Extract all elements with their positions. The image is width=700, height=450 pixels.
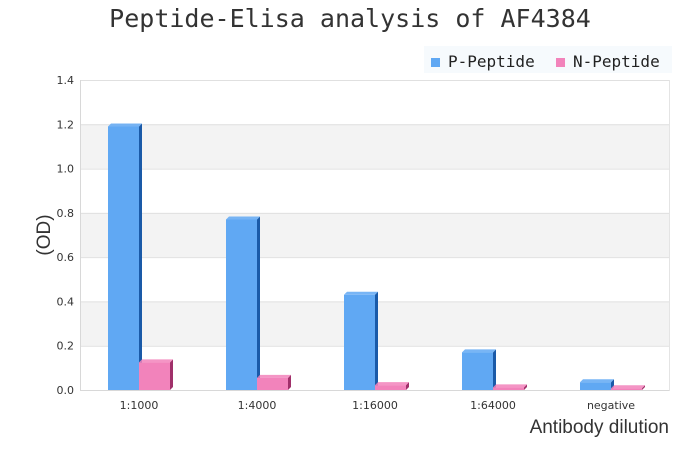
legend-swatch-p-peptide xyxy=(431,58,440,67)
bar-top xyxy=(375,382,409,386)
bar-front xyxy=(344,294,375,390)
bar-top xyxy=(257,374,291,378)
grid-band xyxy=(80,124,670,169)
y-tick-label: 0.8 xyxy=(57,207,75,220)
bar-n-peptide-1:16000 xyxy=(375,382,409,390)
bar-side xyxy=(288,374,291,390)
bar-side xyxy=(642,385,645,390)
bar-n-peptide-1:4000 xyxy=(257,374,291,390)
x-tick-label: 1:4000 xyxy=(238,399,277,412)
bar-p-peptide-1:64000 xyxy=(462,349,496,390)
bar-front xyxy=(462,352,493,390)
bar-side xyxy=(375,291,378,390)
bar-top xyxy=(226,216,260,220)
x-tick-label: 1:16000 xyxy=(352,399,398,412)
bar-p-peptide-1:1000 xyxy=(108,123,142,390)
y-tick-label: 0.4 xyxy=(57,295,75,308)
bar-top xyxy=(344,291,378,295)
bar-top xyxy=(493,384,527,388)
bar-p-peptide-1:16000 xyxy=(344,291,378,390)
y-tick-label: 0.0 xyxy=(57,384,75,397)
bar-top xyxy=(462,349,496,353)
bar-p-peptide-negative xyxy=(580,379,614,390)
bar-side xyxy=(257,216,260,390)
bar-front xyxy=(611,388,642,390)
bar-front xyxy=(493,387,524,390)
x-tick-label: 1:64000 xyxy=(470,399,516,412)
x-tick-label: negative xyxy=(587,399,635,412)
x-tick-label: 1:1000 xyxy=(120,399,159,412)
chart-title: Peptide-Elisa analysis of AF4384 xyxy=(109,4,591,33)
legend: P-Peptide N-Peptide xyxy=(424,46,672,73)
bar-n-peptide-1:1000 xyxy=(139,359,173,390)
bar-front xyxy=(226,219,257,390)
bar-top xyxy=(580,379,614,383)
bar-top xyxy=(139,359,173,363)
bar-n-peptide-negative xyxy=(611,385,645,390)
bar-side xyxy=(406,382,409,390)
y-tick-label: 0.2 xyxy=(57,340,75,353)
bar-top xyxy=(108,123,142,127)
legend-label-n-peptide: N-Peptide xyxy=(573,52,660,71)
legend-label-p-peptide: P-Peptide xyxy=(448,52,535,71)
y-axis-label: (OD) xyxy=(34,214,55,255)
y-tick-label: 1.0 xyxy=(57,163,75,176)
y-tick-label: 1.2 xyxy=(57,118,75,131)
grid-band xyxy=(80,212,670,258)
legend-swatch-n-peptide xyxy=(556,58,565,67)
bar-front xyxy=(375,385,406,390)
bar-side xyxy=(170,359,173,390)
bar-p-peptide-1:4000 xyxy=(226,216,260,390)
bar-side xyxy=(524,384,527,390)
bar-side xyxy=(139,123,142,390)
bar-front xyxy=(139,362,170,390)
bar-top xyxy=(611,385,645,389)
bar-side xyxy=(493,349,496,390)
y-tick-label: 0.6 xyxy=(57,251,75,264)
bar-front xyxy=(580,382,611,390)
y-tick-label: 1.4 xyxy=(57,74,75,87)
x-axis-label: Antibody dilution xyxy=(530,417,669,438)
bar-n-peptide-1:64000 xyxy=(493,384,527,390)
bar-front xyxy=(108,126,139,390)
bar-front xyxy=(257,377,288,390)
